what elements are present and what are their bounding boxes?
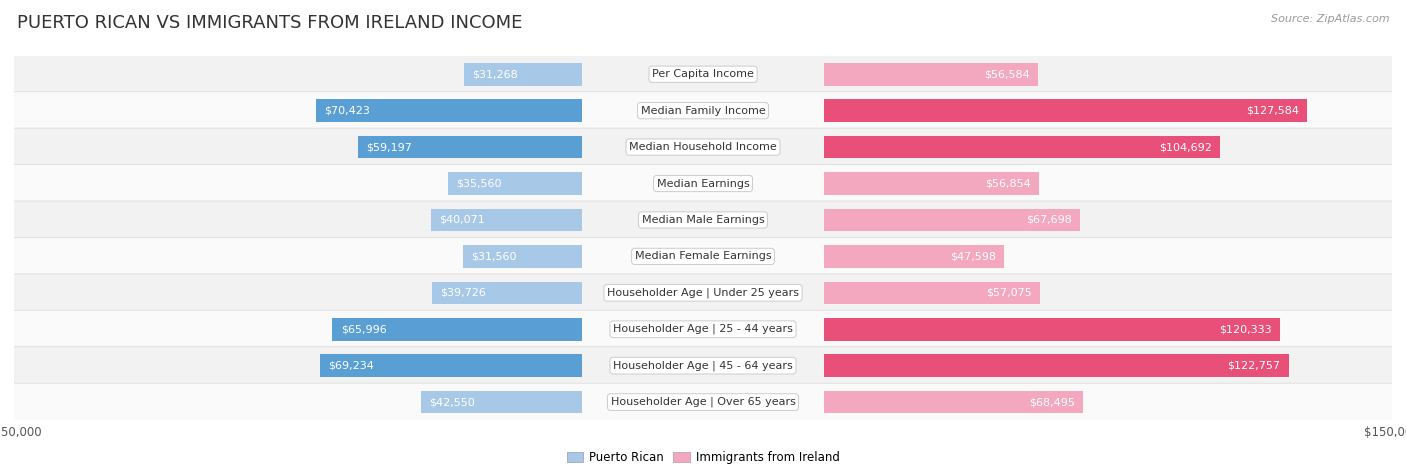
Bar <box>464 63 582 85</box>
Bar <box>422 391 582 413</box>
Text: $31,560: $31,560 <box>471 251 516 262</box>
Bar <box>824 172 1039 195</box>
Bar <box>824 318 1279 340</box>
Text: $67,698: $67,698 <box>1026 215 1071 225</box>
Text: $31,268: $31,268 <box>472 69 517 79</box>
Text: $127,584: $127,584 <box>1246 106 1299 116</box>
Text: Median Household Income: Median Household Income <box>628 142 778 152</box>
Text: Median Earnings: Median Earnings <box>657 178 749 189</box>
Text: $68,495: $68,495 <box>1029 397 1074 407</box>
Text: Median Family Income: Median Family Income <box>641 106 765 116</box>
Text: Householder Age | 25 - 44 years: Householder Age | 25 - 44 years <box>613 324 793 334</box>
FancyBboxPatch shape <box>0 347 1406 385</box>
Bar <box>824 136 1220 158</box>
Bar <box>824 245 1004 268</box>
FancyBboxPatch shape <box>0 237 1406 276</box>
Text: $69,234: $69,234 <box>329 361 374 371</box>
FancyBboxPatch shape <box>0 55 1406 93</box>
Text: $35,560: $35,560 <box>456 178 502 189</box>
FancyBboxPatch shape <box>0 164 1406 203</box>
Text: $56,584: $56,584 <box>984 69 1029 79</box>
Bar <box>432 282 582 304</box>
Text: $104,692: $104,692 <box>1159 142 1212 152</box>
Bar <box>463 245 582 268</box>
Bar <box>824 391 1083 413</box>
Bar <box>824 99 1308 122</box>
Bar <box>824 282 1040 304</box>
Text: $56,854: $56,854 <box>986 178 1031 189</box>
Bar <box>824 209 1080 231</box>
Text: PUERTO RICAN VS IMMIGRANTS FROM IRELAND INCOME: PUERTO RICAN VS IMMIGRANTS FROM IRELAND … <box>17 14 522 32</box>
Bar <box>824 354 1289 377</box>
Text: Householder Age | Over 65 years: Householder Age | Over 65 years <box>610 397 796 407</box>
Text: Per Capita Income: Per Capita Income <box>652 69 754 79</box>
Text: $40,071: $40,071 <box>439 215 485 225</box>
Text: $47,598: $47,598 <box>949 251 995 262</box>
Text: $39,726: $39,726 <box>440 288 486 298</box>
Bar <box>332 318 582 340</box>
Bar <box>359 136 582 158</box>
FancyBboxPatch shape <box>0 383 1406 421</box>
Text: $42,550: $42,550 <box>429 397 475 407</box>
FancyBboxPatch shape <box>0 128 1406 166</box>
FancyBboxPatch shape <box>0 310 1406 348</box>
Text: $57,075: $57,075 <box>986 288 1032 298</box>
Bar <box>824 63 1038 85</box>
FancyBboxPatch shape <box>0 201 1406 239</box>
Text: Householder Age | 45 - 64 years: Householder Age | 45 - 64 years <box>613 361 793 371</box>
Bar <box>430 209 582 231</box>
Text: $120,333: $120,333 <box>1219 324 1271 334</box>
Text: Median Male Earnings: Median Male Earnings <box>641 215 765 225</box>
Bar <box>315 99 582 122</box>
FancyBboxPatch shape <box>0 274 1406 312</box>
Text: $122,757: $122,757 <box>1227 361 1281 371</box>
Text: Median Female Earnings: Median Female Earnings <box>634 251 772 262</box>
Text: $65,996: $65,996 <box>340 324 387 334</box>
Bar <box>321 354 582 377</box>
Text: Source: ZipAtlas.com: Source: ZipAtlas.com <box>1271 14 1389 24</box>
Text: $70,423: $70,423 <box>323 106 370 116</box>
FancyBboxPatch shape <box>0 92 1406 130</box>
Bar <box>447 172 582 195</box>
Legend: Puerto Rican, Immigrants from Ireland: Puerto Rican, Immigrants from Ireland <box>562 446 844 467</box>
Text: Householder Age | Under 25 years: Householder Age | Under 25 years <box>607 288 799 298</box>
Text: $59,197: $59,197 <box>367 142 412 152</box>
